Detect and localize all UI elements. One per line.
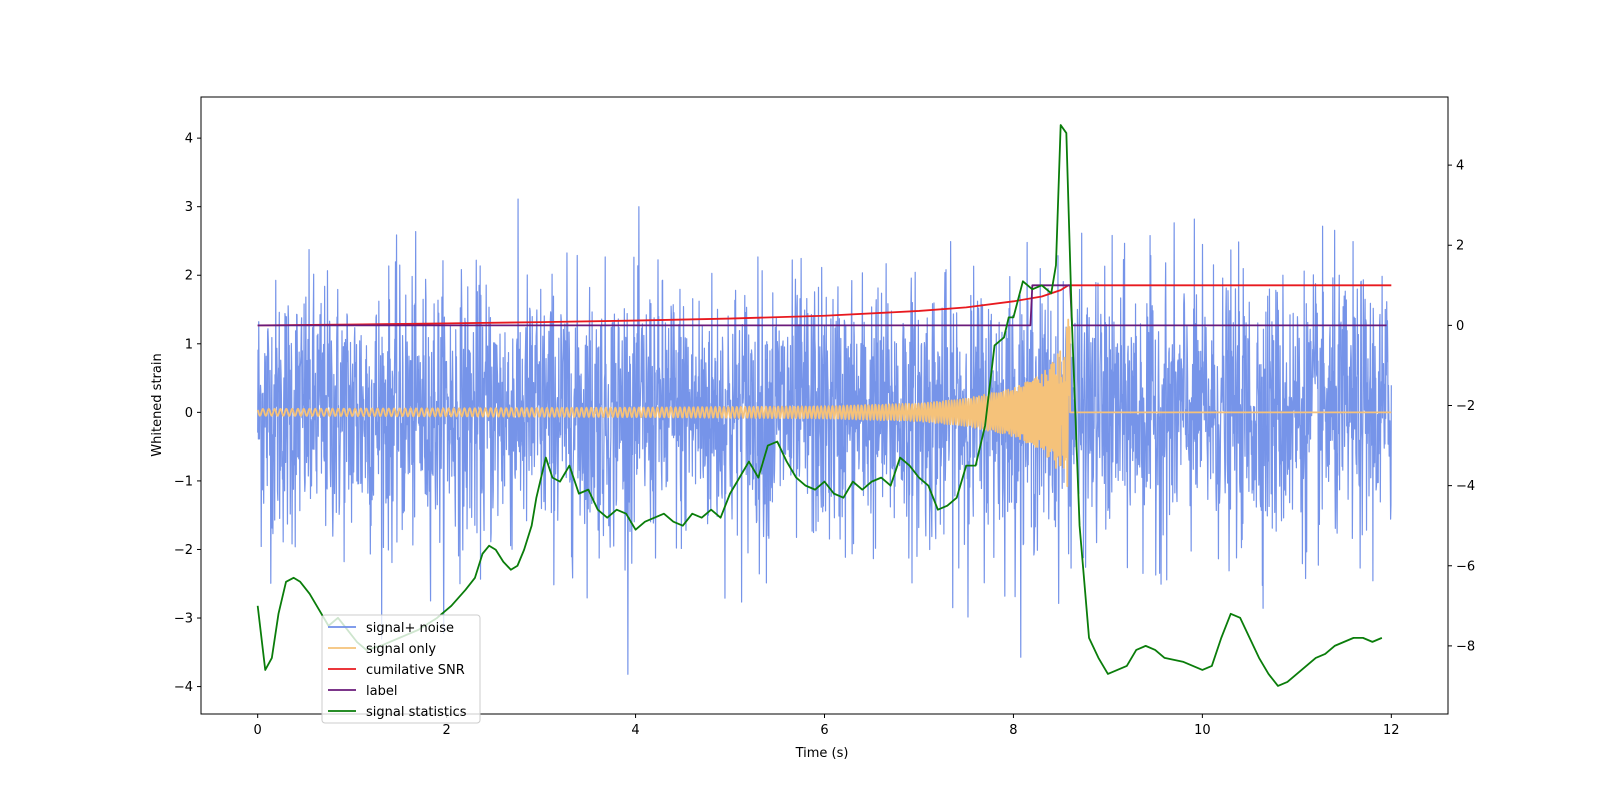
legend-entry: cumilative SNR bbox=[366, 663, 465, 678]
series-line-2 bbox=[257, 284, 1392, 327]
x-tick-label: 8 bbox=[1009, 723, 1017, 738]
legend: signal+ noise signal only cumilative SNR la… bbox=[321, 614, 481, 724]
x-tick-label: 12 bbox=[1383, 723, 1400, 738]
legend-entry: signal+ noise bbox=[366, 621, 454, 636]
y-tick-label: 3 bbox=[185, 200, 193, 215]
y-tick-label: 0 bbox=[185, 406, 193, 421]
y-tick-label: 2 bbox=[185, 269, 193, 284]
series-line-4 bbox=[256, 124, 1383, 687]
x-tick-label: 2 bbox=[442, 723, 450, 738]
y2-tick-label: −4 bbox=[1456, 479, 1475, 494]
legend-box bbox=[321, 614, 481, 724]
legend-entry: signal statistics bbox=[366, 705, 467, 720]
y-tick-label: 4 bbox=[185, 132, 193, 147]
series-line-1 bbox=[256, 318, 1392, 488]
x-tick-label: 10 bbox=[1194, 723, 1211, 738]
y2-tick-label: −6 bbox=[1456, 559, 1475, 574]
x-axis-label: Time (s) bbox=[795, 746, 849, 761]
legend-entry: signal only bbox=[366, 642, 436, 657]
y-tick-label: −2 bbox=[174, 543, 193, 558]
y-tick-label: −1 bbox=[174, 474, 193, 489]
legend-entry: label bbox=[366, 684, 397, 699]
y2-tick-label: 4 bbox=[1456, 159, 1464, 174]
y-tick-label: −4 bbox=[174, 680, 193, 695]
series-line-0 bbox=[257, 198, 1392, 675]
y-tick-label: −3 bbox=[174, 612, 193, 627]
y2-tick-label: −8 bbox=[1456, 639, 1475, 654]
series-layer bbox=[256, 124, 1392, 687]
y-tick-label: 1 bbox=[185, 337, 193, 352]
y2-tick-label: −2 bbox=[1456, 399, 1475, 414]
x-tick-label: 4 bbox=[631, 723, 639, 738]
x-tick-label: 6 bbox=[820, 723, 828, 738]
x-tick-label: 0 bbox=[254, 723, 262, 738]
series-line-3 bbox=[257, 284, 1387, 327]
y-axis-label: Whitened strain bbox=[150, 353, 165, 456]
y2-tick-label: 0 bbox=[1456, 319, 1464, 334]
y2-tick-label: 2 bbox=[1456, 239, 1464, 254]
